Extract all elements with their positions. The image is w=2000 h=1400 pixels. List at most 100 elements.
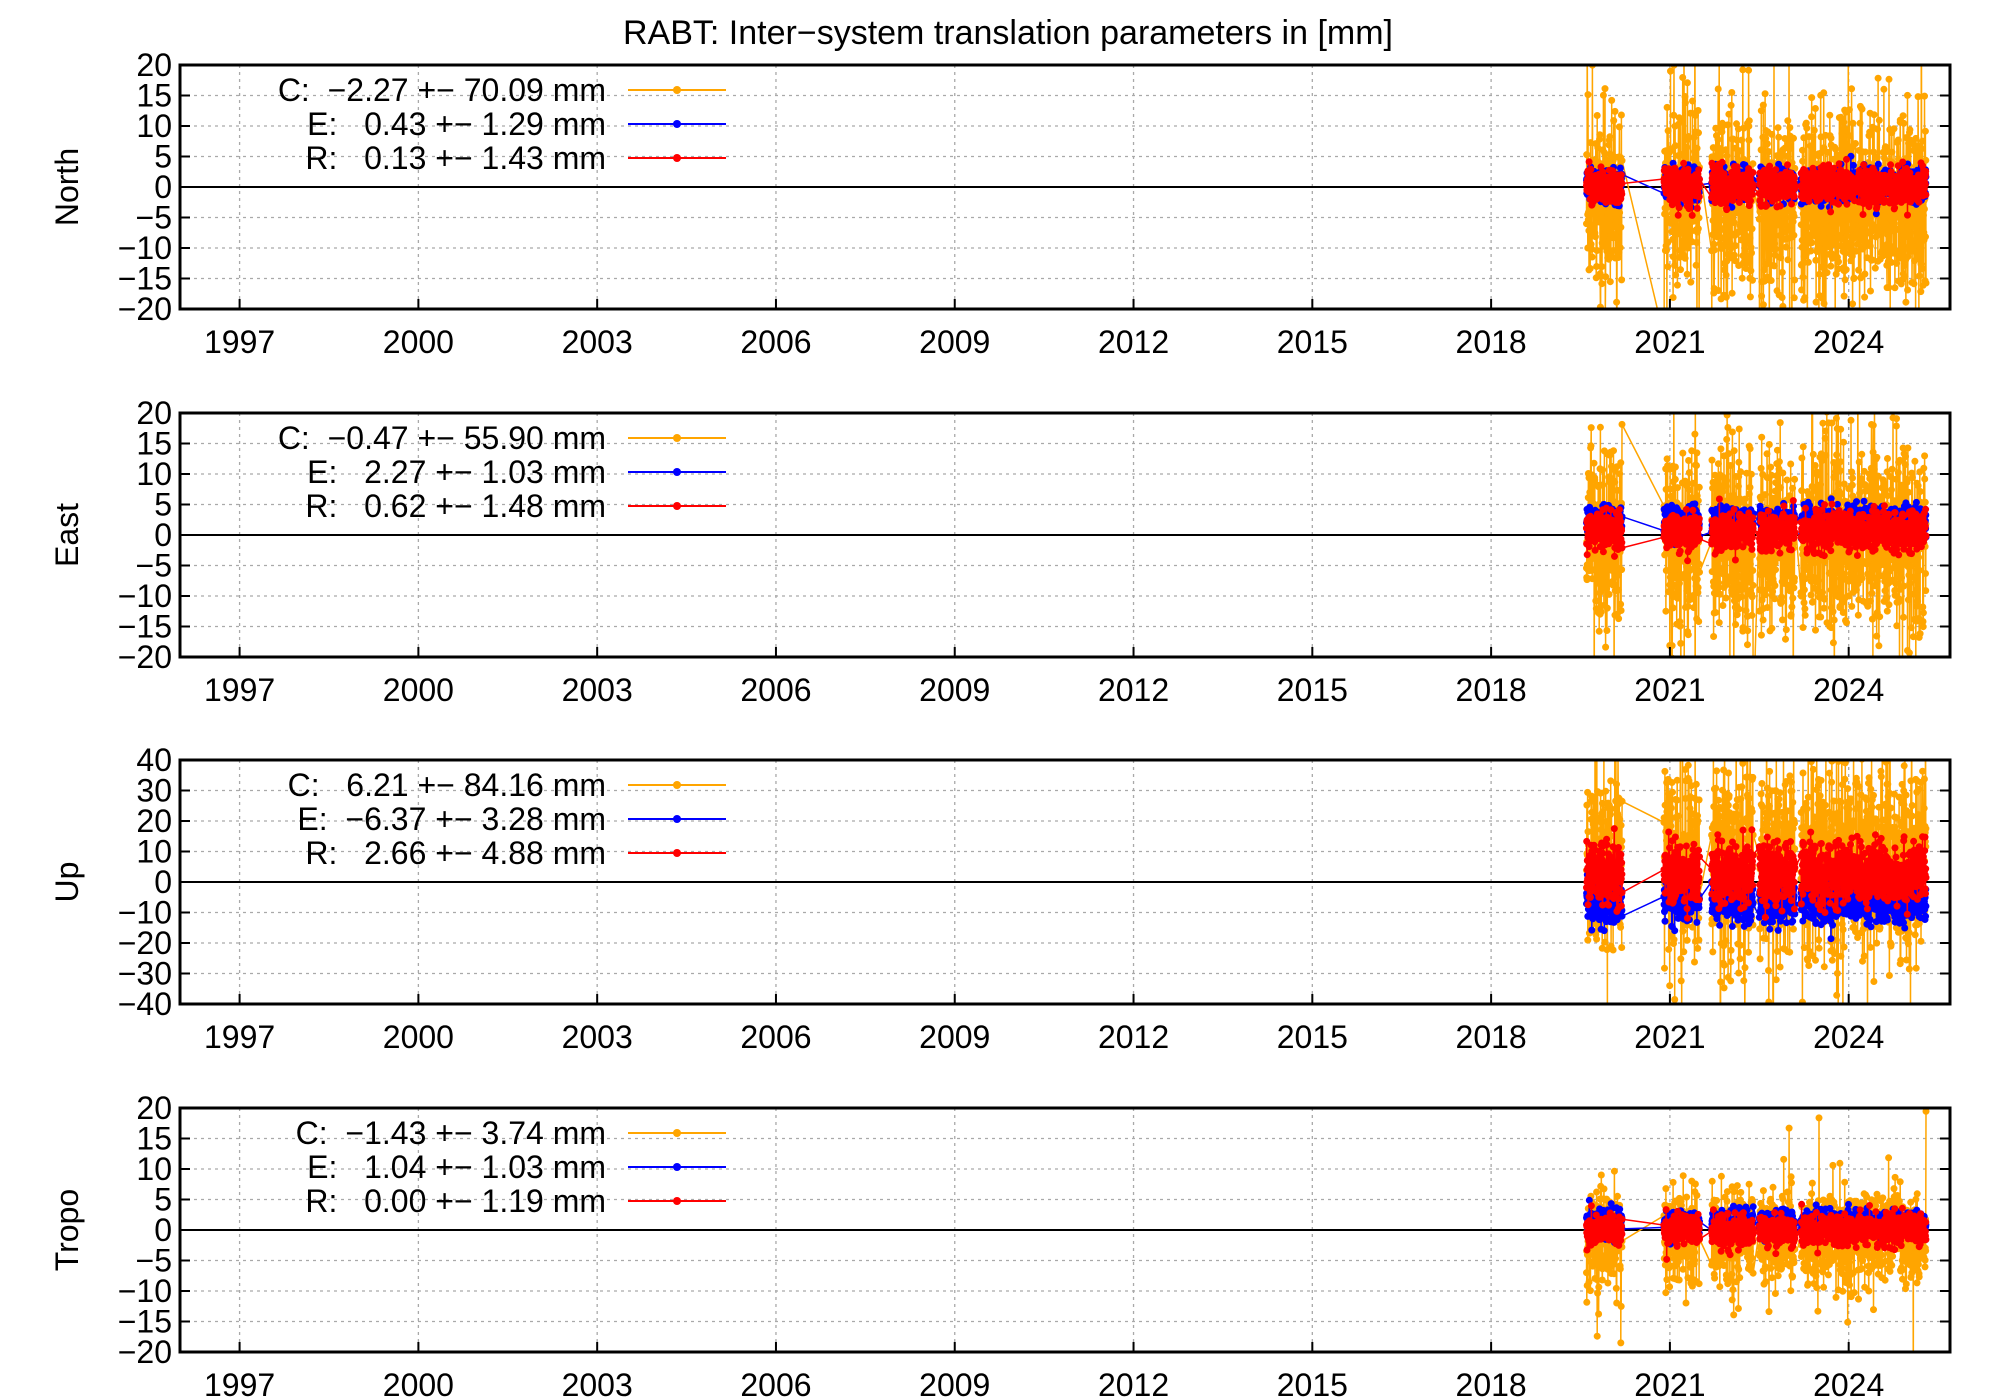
y-tick-label: 20	[136, 47, 172, 83]
y-tick-label: 5	[154, 1182, 172, 1218]
y-tick-label: −5	[136, 548, 172, 584]
y-tick-label: 10	[136, 108, 172, 144]
y-tick-label: 5	[154, 487, 172, 523]
x-tick-label: 2003	[562, 672, 633, 708]
legend-marker-E	[673, 1163, 681, 1171]
legend-marker-E	[673, 120, 681, 128]
y-tick-label: 15	[136, 78, 172, 114]
y-tick-label: −15	[118, 261, 172, 297]
x-tick-label: 2015	[1277, 324, 1348, 360]
x-tick-label: 2015	[1277, 1019, 1348, 1055]
x-tick-label: 2009	[919, 324, 990, 360]
y-tick-label: 40	[136, 742, 172, 778]
legend-label-E: E: 2.27 +− 1.03 mm	[307, 454, 606, 490]
y-axis-label: North	[49, 148, 85, 226]
y-tick-label: −5	[136, 200, 172, 236]
legend-marker-R	[673, 1197, 681, 1205]
x-tick-label: 1997	[204, 324, 275, 360]
legend-marker-R	[673, 502, 681, 510]
legend: C: −2.27 +− 70.09 mmE: 0.43 +− 1.29 mmR:…	[278, 72, 726, 176]
x-tick-label: 2009	[919, 1019, 990, 1055]
y-axis-label: Up	[49, 862, 85, 903]
x-tick-label: 1997	[204, 1019, 275, 1055]
y-tick-label: −20	[118, 639, 172, 675]
y-tick-label: −15	[118, 1304, 172, 1340]
x-tick-label: 2000	[383, 672, 454, 708]
legend-marker-R	[673, 154, 681, 162]
x-tick-label: 2012	[1098, 324, 1169, 360]
legend-marker-C	[673, 1129, 681, 1137]
x-tick-label: 1997	[204, 672, 275, 708]
y-tick-label: −5	[136, 1243, 172, 1279]
series-points-C	[1583, 1108, 1930, 1347]
x-tick-label: 2009	[919, 1367, 990, 1400]
y-tick-label: −15	[118, 609, 172, 645]
y-tick-label: 15	[136, 1121, 172, 1157]
x-tick-label: 2003	[562, 1367, 633, 1400]
x-tick-label: 2006	[740, 1367, 811, 1400]
y-tick-label: −10	[118, 230, 172, 266]
data-layer	[1583, 1108, 1930, 1352]
x-tick-label: 2018	[1456, 1367, 1527, 1400]
legend-label-C: C: −2.27 +− 70.09 mm	[278, 72, 606, 108]
x-tick-label: 2015	[1277, 1367, 1348, 1400]
legend-label-E: E: −6.37 +− 3.28 mm	[297, 801, 606, 837]
y-tick-label: −10	[118, 895, 172, 931]
series-points-R	[1583, 1200, 1930, 1263]
y-tick-label: 0	[154, 1212, 172, 1248]
series-points-R	[1583, 155, 1930, 219]
x-tick-label: 2006	[740, 1019, 811, 1055]
y-tick-label: 10	[136, 456, 172, 492]
y-tick-label: 0	[154, 517, 172, 553]
y-tick-label: −10	[118, 1273, 172, 1309]
y-tick-label: −20	[118, 291, 172, 327]
x-tick-label: 2024	[1813, 324, 1884, 360]
legend-marker-C	[673, 86, 681, 94]
x-tick-label: 2021	[1634, 672, 1705, 708]
legend: C: −1.43 +− 3.74 mmE: 1.04 +− 1.03 mmR: …	[296, 1115, 726, 1219]
x-tick-label: 2024	[1813, 672, 1884, 708]
data-layer	[1583, 760, 1930, 1004]
x-tick-label: 2024	[1813, 1019, 1884, 1055]
legend-label-R: R: 0.13 +− 1.43 mm	[305, 140, 606, 176]
y-tick-label: −20	[118, 925, 172, 961]
x-tick-label: 2018	[1456, 1019, 1527, 1055]
x-tick-label: 2006	[740, 324, 811, 360]
x-tick-label: 2000	[383, 324, 454, 360]
y-axis-label: East	[49, 503, 85, 567]
y-tick-label: 0	[154, 864, 172, 900]
legend: C: 6.21 +− 84.16 mmE: −6.37 +− 3.28 mmR:…	[288, 767, 726, 871]
y-tick-label: −40	[118, 986, 172, 1022]
x-tick-label: 2000	[383, 1367, 454, 1400]
y-tick-label: 20	[136, 395, 172, 431]
x-tick-label: 2024	[1813, 1367, 1884, 1400]
y-axis-label: Tropo	[49, 1189, 85, 1271]
legend: C: −0.47 +− 55.90 mmE: 2.27 +− 1.03 mmR:…	[278, 420, 726, 524]
x-tick-label: 2009	[919, 672, 990, 708]
legend-label-E: E: 1.04 +− 1.03 mm	[307, 1149, 606, 1185]
legend-label-C: C: −1.43 +− 3.74 mm	[296, 1115, 606, 1151]
legend-marker-E	[673, 815, 681, 823]
legend-label-R: R: 0.00 +− 1.19 mm	[305, 1183, 606, 1219]
legend-label-C: C: −0.47 +− 55.90 mm	[278, 420, 606, 456]
y-tick-label: −30	[118, 956, 172, 992]
series-line-C	[1585, 65, 1927, 309]
y-tick-label: 20	[136, 803, 172, 839]
y-tick-label: −20	[118, 1334, 172, 1370]
y-tick-label: 30	[136, 773, 172, 809]
legend-marker-R	[673, 849, 681, 857]
y-tick-label: 5	[154, 139, 172, 175]
y-tick-label: −10	[118, 578, 172, 614]
legend-marker-C	[673, 781, 681, 789]
legend-label-R: R: 2.66 +− 4.88 mm	[305, 835, 606, 871]
x-tick-label: 2018	[1456, 324, 1527, 360]
data-layer	[1582, 413, 1930, 657]
legend-label-E: E: 0.43 +− 1.29 mm	[307, 106, 606, 142]
y-tick-label: 15	[136, 426, 172, 462]
x-tick-label: 2012	[1098, 1019, 1169, 1055]
y-tick-label: 0	[154, 169, 172, 205]
